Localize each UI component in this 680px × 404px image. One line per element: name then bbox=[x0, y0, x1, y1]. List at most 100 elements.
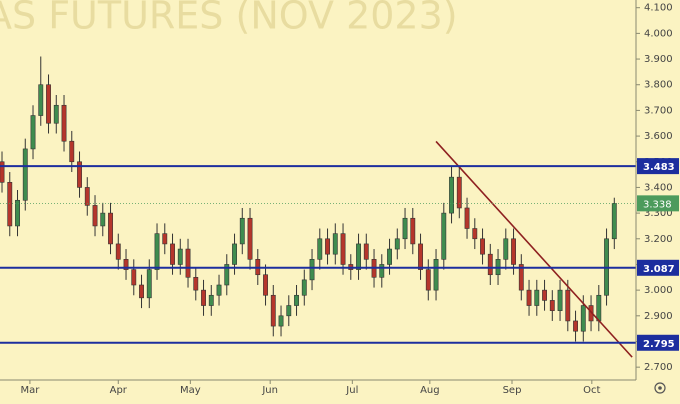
candle-body bbox=[511, 238, 516, 265]
candle-body bbox=[162, 233, 168, 245]
y-tick-label: 3.700 bbox=[644, 105, 673, 116]
candle-body bbox=[332, 233, 338, 255]
level-label-box bbox=[637, 334, 679, 351]
candle-body bbox=[208, 294, 214, 306]
x-tick-label: Jul bbox=[345, 385, 358, 396]
candle-body bbox=[356, 243, 361, 270]
candle-body bbox=[565, 289, 571, 322]
x-tick-label: Jun bbox=[261, 385, 278, 396]
candle-body bbox=[301, 279, 307, 296]
y-tick-label: 3.900 bbox=[644, 54, 673, 65]
y-tick-label: 4.100 bbox=[644, 3, 673, 14]
x-tick-label: May bbox=[180, 385, 201, 396]
candle-body bbox=[115, 243, 121, 260]
plot bbox=[0, 56, 636, 358]
candle-body bbox=[464, 207, 470, 229]
y-tick-label: 3.600 bbox=[644, 131, 673, 142]
level-label: 2.795 bbox=[643, 339, 675, 350]
candle-body bbox=[449, 176, 454, 214]
y-tick-label: 3.300 bbox=[644, 208, 673, 219]
x-tick-label: Apr bbox=[110, 385, 128, 396]
candle-body bbox=[309, 259, 315, 281]
candle-body bbox=[270, 294, 276, 327]
candle-body bbox=[286, 305, 292, 317]
candle-body bbox=[224, 264, 230, 286]
level-label-box bbox=[637, 259, 679, 276]
candle-body bbox=[154, 233, 160, 270]
watermark-title: AS FUTURES (NOV 2023) bbox=[0, 0, 458, 38]
axes: 2.7002.8002.9003.0003.1003.2003.3003.400… bbox=[20, 3, 679, 396]
candle-body bbox=[193, 276, 199, 291]
candle-body bbox=[92, 205, 98, 227]
candle-body bbox=[201, 289, 206, 306]
y-tick-label: 4.000 bbox=[644, 28, 673, 39]
candle-body bbox=[146, 269, 152, 299]
last-price-box bbox=[637, 195, 679, 212]
candle-body bbox=[123, 259, 129, 270]
candle-body bbox=[69, 140, 75, 163]
y-tick-label: 2.700 bbox=[644, 362, 673, 373]
candle-body bbox=[247, 217, 253, 260]
candle-body bbox=[363, 243, 369, 260]
candle-body bbox=[487, 253, 493, 276]
candle-body bbox=[379, 264, 385, 278]
candle-body bbox=[518, 264, 524, 291]
candle-body bbox=[278, 315, 284, 327]
candle-body bbox=[573, 320, 578, 332]
candle-body bbox=[294, 294, 299, 306]
candle-body bbox=[0, 161, 5, 183]
candle-body bbox=[7, 181, 13, 227]
candle-body bbox=[185, 248, 191, 278]
y-tick-label: 3.800 bbox=[644, 80, 673, 91]
candle-body bbox=[418, 243, 423, 270]
candle-body bbox=[61, 104, 67, 142]
settings-icon-dot bbox=[658, 386, 662, 390]
level-label: 3.087 bbox=[643, 264, 675, 275]
candle-body bbox=[433, 259, 439, 291]
candle-body bbox=[53, 104, 59, 124]
trend-line bbox=[435, 140, 633, 358]
candle-body bbox=[526, 289, 532, 306]
candle-body bbox=[402, 217, 408, 240]
candle-body bbox=[22, 148, 28, 201]
candle-body bbox=[472, 228, 478, 240]
x-tick-label: Mar bbox=[20, 385, 40, 396]
candle-body bbox=[611, 203, 617, 240]
candle-body bbox=[340, 233, 346, 265]
candle-body bbox=[325, 238, 330, 255]
candle-body bbox=[131, 269, 137, 286]
candle-body bbox=[534, 289, 540, 306]
y-tick-label: 3.200 bbox=[644, 234, 673, 245]
candle-body bbox=[239, 217, 245, 245]
candle-body bbox=[84, 187, 90, 206]
x-tick-label: Sep bbox=[503, 385, 522, 396]
candle-body bbox=[263, 274, 268, 296]
candle-body bbox=[317, 238, 323, 260]
candle-body bbox=[46, 84, 51, 124]
candle-body bbox=[139, 284, 144, 299]
candle-body bbox=[410, 217, 416, 245]
candle-body bbox=[596, 294, 602, 322]
candle-body bbox=[170, 243, 175, 265]
candle-body bbox=[30, 115, 36, 150]
candle-body bbox=[580, 305, 586, 332]
y-tick-label: 3.000 bbox=[644, 285, 673, 296]
last-price-label: 3.338 bbox=[643, 199, 672, 210]
y-tick-label: 3.400 bbox=[644, 182, 673, 193]
candle-body bbox=[394, 238, 400, 250]
level-label: 3.483 bbox=[643, 162, 675, 173]
level-label-box bbox=[637, 158, 679, 175]
candle-body bbox=[15, 199, 20, 227]
y-tick-label: 2.900 bbox=[644, 311, 673, 322]
x-tick-label: Oct bbox=[583, 385, 600, 396]
candle-body bbox=[108, 212, 113, 245]
settings-icon[interactable] bbox=[654, 382, 666, 394]
candle-body bbox=[177, 248, 183, 265]
x-tick-label: Aug bbox=[420, 385, 440, 396]
candle-body bbox=[38, 84, 44, 116]
candle-body bbox=[480, 238, 485, 255]
candle-body bbox=[542, 289, 547, 301]
candle-body bbox=[232, 243, 237, 265]
